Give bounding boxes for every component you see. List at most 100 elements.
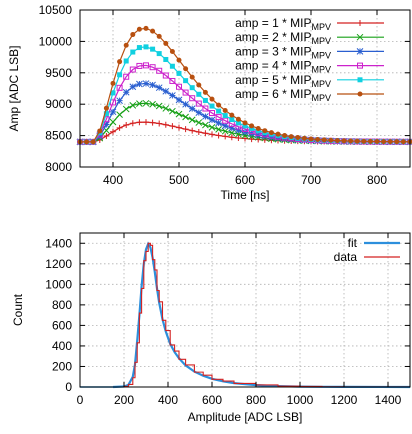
data-point-marker [229, 112, 235, 118]
bottom-ticks: 0 200 400 600 800 1000 1200 1400 0 200 400 600 800 10… [45, 233, 410, 407]
legend-label: amp = 3 * MIPMPV [235, 44, 331, 60]
y-tick-label: 1200 [45, 257, 72, 271]
data-point-marker [348, 138, 354, 144]
data-point-marker [209, 96, 215, 102]
data-point-marker [235, 116, 241, 122]
data-point-marker [163, 40, 169, 46]
data-point-marker [195, 119, 203, 126]
legend-label: fit [348, 236, 358, 250]
data-point-marker [169, 63, 175, 69]
data-point-marker [96, 132, 104, 140]
bottom-plot-area [80, 241, 411, 389]
data-point-marker [136, 62, 143, 69]
data-point-marker [97, 128, 103, 134]
legend-label: amp = 1 * MIPMPV [235, 16, 331, 32]
data-point-marker [400, 139, 406, 145]
bottom-plot-frame [79, 232, 411, 388]
data-point-marker [301, 135, 307, 141]
data-point-marker [169, 92, 176, 99]
data-point-marker [357, 62, 363, 69]
data-point-marker [215, 114, 222, 121]
data-point-marker [188, 116, 196, 124]
data-point-marker [149, 119, 156, 126]
data-point-marker [221, 122, 229, 130]
data-point-marker [242, 135, 248, 142]
x-tick-label: 1000 [287, 393, 314, 407]
y-tick-label: 1000 [45, 277, 72, 291]
x-tick-label: 0 [77, 393, 84, 407]
y-tick-label: 9000 [45, 97, 72, 111]
data-point-marker [354, 138, 360, 144]
data-point-marker [222, 107, 228, 113]
data-point-marker [188, 105, 196, 112]
data-point-marker [196, 91, 202, 97]
x-tick-label: 1200 [331, 393, 358, 407]
data-point-marker [295, 135, 301, 141]
legend-item-fit: fit [348, 236, 400, 250]
data-point-marker [242, 120, 248, 126]
top-y-axis-label: Amp [ADC LSB] [7, 45, 21, 131]
y-tick-label: 9500 [45, 66, 72, 80]
data-point-marker [308, 136, 314, 142]
data-point-marker [122, 88, 130, 96]
data-point-marker [183, 78, 189, 84]
data-point-marker [176, 124, 182, 131]
data-point-marker [149, 100, 156, 108]
data-point-marker [162, 121, 169, 128]
legend-label: amp = 5 * MIPMPV [235, 73, 331, 89]
data-point-marker [328, 137, 334, 143]
data-point-marker [229, 117, 235, 123]
data-point-marker [176, 57, 182, 63]
x-tick-label: 800 [367, 173, 387, 187]
series-fit-curve [112, 241, 411, 389]
data-point-marker [103, 111, 109, 117]
data-point-marker [136, 80, 143, 88]
data-point-marker [341, 138, 347, 144]
data-point-marker [110, 128, 116, 135]
top-x-axis-label: Time [ns] [221, 188, 270, 202]
y-tick-label: 800 [52, 298, 72, 312]
data-point-marker [182, 126, 189, 133]
data-point-marker [149, 64, 156, 71]
x-tick-label: 1400 [375, 393, 402, 407]
data-point-marker [275, 131, 281, 137]
data-point-marker [155, 84, 163, 92]
x-tick-label: 600 [202, 393, 222, 407]
data-point-marker [262, 128, 268, 134]
data-point-marker [116, 111, 123, 118]
series-6-line [77, 25, 412, 145]
legend-item-4: amp = 4 * MIPMPV [235, 59, 384, 75]
bottom-x-axis-label: Amplitude [ADC LSB] [188, 410, 303, 424]
data-point-marker [228, 124, 236, 132]
data-point-marker [117, 59, 123, 65]
legend-item-3: amp = 3 * MIPMPV [235, 44, 384, 60]
data-point-marker [136, 119, 143, 126]
data-point-marker [130, 49, 136, 55]
x-tick-label: 500 [169, 173, 189, 187]
data-point-marker [156, 33, 162, 39]
data-point-marker [367, 138, 373, 144]
data-point-marker [110, 80, 116, 86]
data-point-marker [315, 136, 321, 142]
data-point-marker [235, 134, 242, 141]
bottom-y-axis-label: Count [11, 293, 25, 326]
data-point-marker [215, 132, 222, 139]
data-point-marker [189, 85, 195, 91]
data-point-marker [321, 137, 327, 143]
data-point-marker [195, 109, 203, 117]
amplitude-histogram-chart: 0 200 400 600 800 1000 1200 1400 0 200 400 600 800 10… [11, 232, 411, 424]
series-data-histogram [113, 242, 411, 388]
top-plot-area [76, 25, 412, 146]
data-point-marker [215, 126, 222, 133]
data-point-marker [195, 128, 202, 135]
legend-item-data: data [334, 250, 400, 264]
data-point-marker [122, 105, 130, 113]
data-point-marker [282, 133, 288, 139]
data-point-marker [202, 89, 208, 95]
legend-item-5: amp = 5 * MIPMPV [235, 73, 384, 89]
data-point-marker [103, 121, 110, 128]
legend-label: amp = 2 * MIPMPV [235, 30, 331, 46]
data-point-marker [242, 123, 248, 129]
